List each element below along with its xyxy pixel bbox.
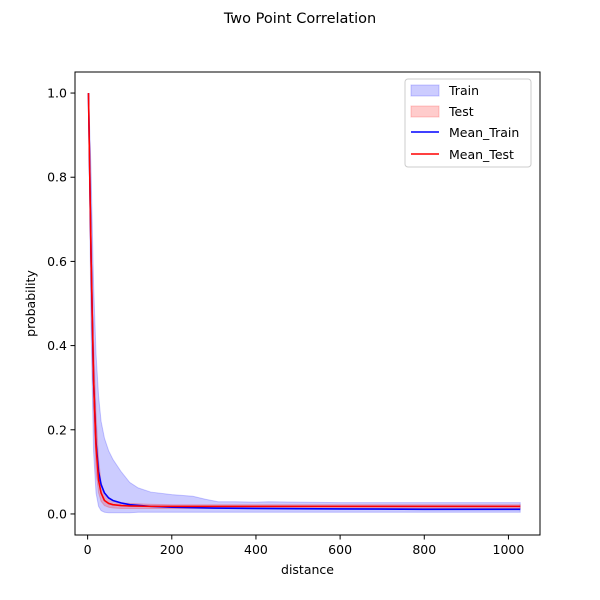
x-tick-label: 600 (328, 542, 352, 557)
x-tick-label: 0 (84, 542, 92, 557)
plot-area (87, 93, 521, 514)
y-tick-label: 0.2 (47, 422, 67, 437)
legend: Train Test Mean_Train Mean_Test (404, 78, 532, 168)
band-train (87, 93, 521, 514)
legend-frame (404, 78, 532, 168)
y-tick-label: 0.8 (47, 170, 67, 185)
legend-swatch-test (410, 105, 440, 118)
y-tick-label: 0.4 (47, 338, 67, 353)
x-axis: 0 200 400 600 800 1000 (84, 535, 525, 557)
y-axis-label: probability (23, 270, 38, 337)
y-axis: 0.0 0.2 0.4 0.6 0.8 1.0 (47, 86, 75, 521)
legend-label-mean-train: Mean_Train (449, 125, 519, 140)
x-tick-label: 800 (412, 542, 436, 557)
y-tick-label: 1.0 (47, 86, 67, 101)
legend-label-test: Test (448, 104, 474, 119)
series-line-mean-test (87, 93, 521, 508)
chart-title: Two Point Correlation (223, 11, 376, 27)
y-tick-label: 0.0 (47, 506, 67, 521)
legend-label-mean-test: Mean_Test (449, 147, 514, 162)
legend-swatch-train (410, 84, 440, 97)
x-tick-label: 200 (160, 542, 184, 557)
x-tick-label: 1000 (493, 542, 525, 557)
axes-frame (74, 71, 541, 536)
x-axis-label: distance (281, 562, 334, 577)
legend-label-train: Train (448, 83, 479, 98)
y-tick-label: 0.6 (47, 254, 67, 269)
x-tick-label: 400 (244, 542, 268, 557)
